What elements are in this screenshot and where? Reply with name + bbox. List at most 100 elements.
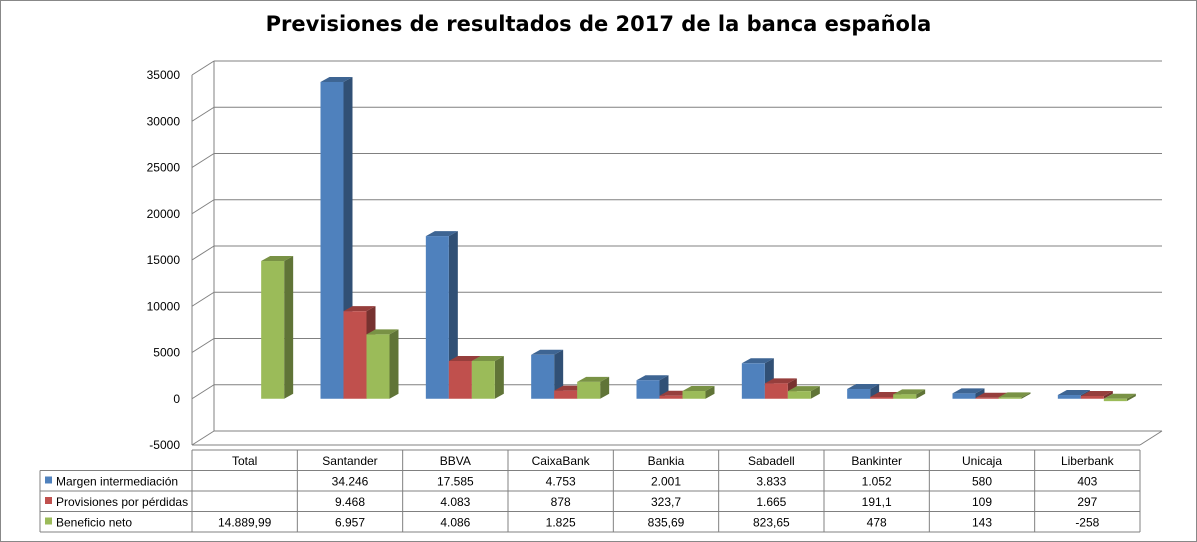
y-tick-label: 15000 — [147, 253, 181, 267]
bar-top — [636, 375, 669, 381]
data-label: 4.086 — [440, 516, 470, 530]
category-label: Liberbank — [1061, 454, 1115, 468]
category-label: BBVA — [440, 454, 471, 468]
data-label: -258 — [1075, 516, 1099, 530]
data-label: 1.825 — [546, 516, 576, 530]
bar — [425, 236, 449, 399]
bar — [847, 389, 871, 399]
bar — [741, 363, 765, 399]
category-label: Total — [232, 454, 257, 468]
bar-top — [952, 388, 985, 394]
data-label: 580 — [972, 475, 992, 489]
bar — [343, 311, 367, 399]
bar-top — [577, 376, 610, 382]
data-label: 191,1 — [862, 495, 892, 509]
legend-label: Beneficio neto — [56, 516, 132, 530]
bar-top — [847, 384, 880, 390]
category-label: CaixaBank — [532, 454, 591, 468]
category-label: Bankinter — [851, 454, 902, 468]
data-label: 823,65 — [753, 516, 790, 530]
bar-top — [998, 392, 1031, 398]
legend-swatch — [45, 476, 52, 484]
data-label: 297 — [1077, 495, 1097, 509]
bar-top — [261, 256, 294, 262]
bar — [320, 81, 344, 399]
bar — [366, 334, 390, 399]
bar-side — [870, 384, 880, 399]
bar-side — [284, 256, 294, 399]
bar — [531, 354, 555, 399]
data-label: 878 — [551, 495, 571, 509]
data-label: 34.246 — [332, 475, 369, 489]
bar-top — [741, 358, 774, 364]
bar-top — [787, 386, 820, 392]
data-label: 1.665 — [756, 495, 786, 509]
bar-top — [1103, 393, 1136, 399]
bar — [448, 360, 472, 399]
bar — [261, 261, 285, 399]
gridline-side — [191, 338, 215, 353]
legend-swatch — [45, 497, 52, 504]
gridline-side — [191, 384, 215, 400]
bar-top — [448, 355, 481, 361]
bar-side — [554, 349, 564, 399]
y-tick-label: 5000 — [153, 346, 180, 360]
bar — [952, 393, 976, 399]
category-label: Bankia — [648, 454, 685, 468]
bar — [764, 383, 788, 399]
bar — [870, 396, 894, 399]
bar — [975, 397, 999, 399]
y-tick-label: 30000 — [147, 114, 181, 128]
data-label: 143 — [972, 516, 992, 530]
bar-side — [389, 329, 399, 399]
gridline-side — [191, 199, 215, 215]
gridline-side — [191, 106, 215, 122]
category-label: Santander — [322, 454, 377, 468]
data-label: 835,69 — [648, 516, 685, 530]
data-label: 4.753 — [546, 475, 576, 489]
floor-edge-side — [1139, 430, 1163, 446]
bar-side — [448, 231, 458, 399]
data-label: 403 — [1077, 475, 1097, 489]
bar-top — [343, 306, 376, 312]
bar-top — [531, 349, 564, 355]
chart-title: Previsiones de resultados de 2017 de la … — [265, 12, 932, 36]
bar-top — [764, 378, 797, 384]
bar — [787, 391, 811, 399]
bar-side — [975, 388, 985, 399]
bar — [1080, 396, 1104, 399]
bar-top — [425, 231, 458, 237]
y-tick-label: 25000 — [147, 161, 181, 175]
bar-side — [916, 389, 926, 399]
bar-top — [366, 329, 399, 335]
data-label: 6.957 — [335, 516, 365, 530]
bar — [471, 360, 495, 399]
data-label: 17.585 — [437, 475, 474, 489]
bar — [636, 380, 660, 399]
gridline-side — [191, 430, 215, 446]
data-label: 9.468 — [335, 495, 365, 509]
bar-top — [471, 355, 504, 361]
y-tick-label: 0 — [173, 392, 180, 406]
data-label: 4.083 — [440, 495, 470, 509]
bar — [659, 395, 683, 399]
bar — [1057, 395, 1081, 399]
gridline-side — [191, 291, 215, 307]
data-label: 3.833 — [756, 475, 786, 489]
bar-top — [893, 389, 926, 395]
legend-label: Provisiones por pérdidas — [56, 495, 188, 509]
data-label: 478 — [867, 516, 887, 530]
bar-top — [682, 386, 715, 392]
bar-side — [494, 355, 504, 399]
bar-top — [320, 76, 353, 82]
bar-side — [1126, 393, 1136, 402]
bar-top — [1057, 390, 1090, 396]
bar — [682, 391, 706, 399]
bar-top — [1080, 391, 1113, 397]
data-label: 109 — [972, 495, 992, 509]
y-tick-label: 35000 — [147, 68, 181, 82]
category-label: Unicaja — [962, 454, 1002, 468]
bar-side — [1103, 391, 1113, 399]
data-label: 323,7 — [651, 495, 681, 509]
